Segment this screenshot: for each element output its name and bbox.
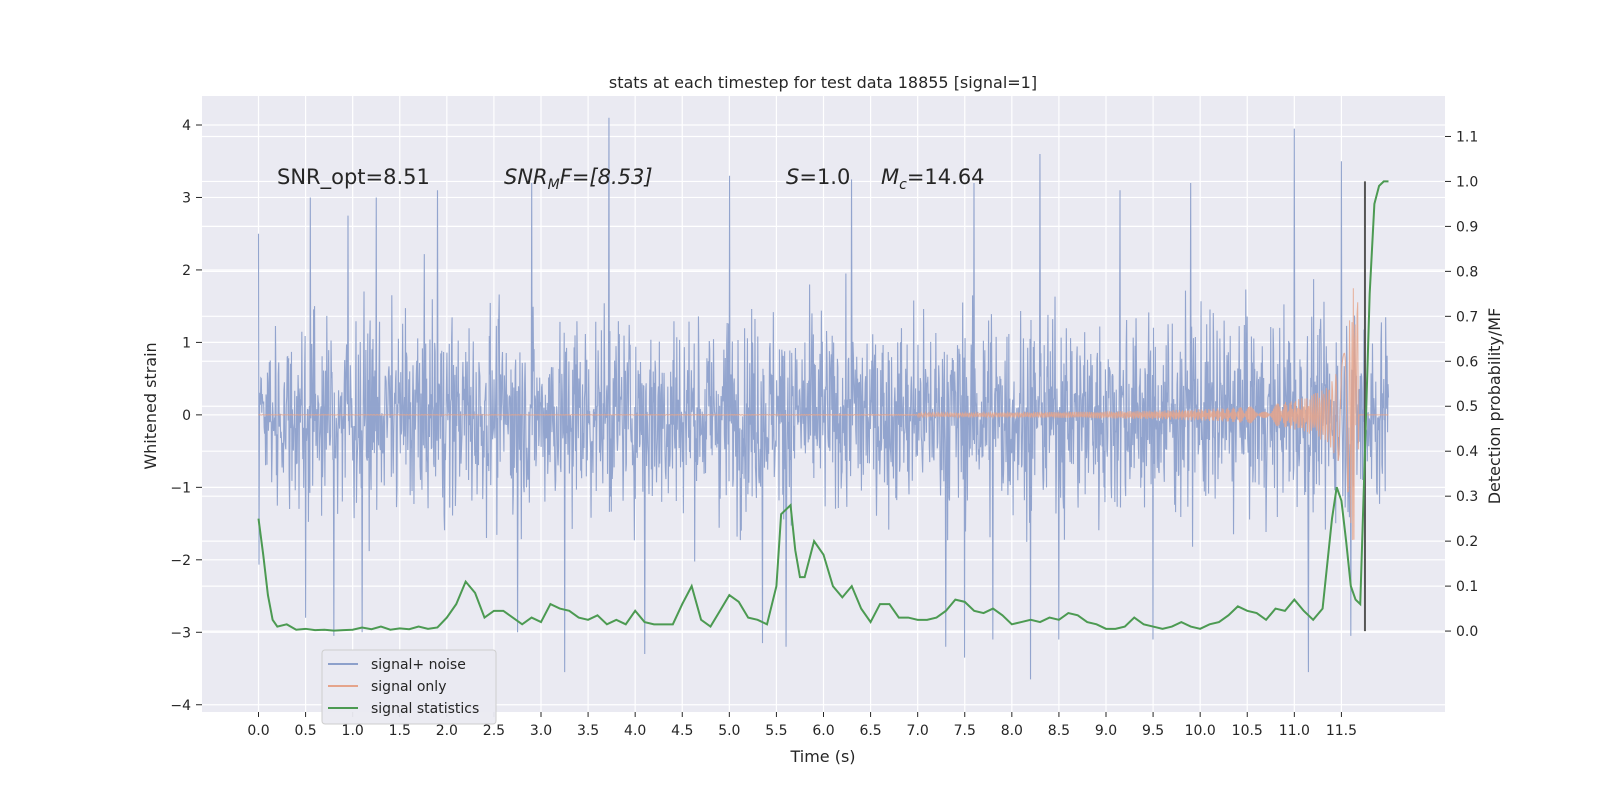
x-tick-label-17: 8.5 xyxy=(1048,723,1070,739)
signal-trace xyxy=(258,288,1389,541)
y2-tick-label-7: 0.4 xyxy=(1456,444,1478,460)
y2-tick-label-5: 0.6 xyxy=(1456,354,1478,370)
y-tick-label-4: 0 xyxy=(182,408,191,424)
x-tick-label-3: 1.5 xyxy=(389,723,411,739)
annotation-mc-rest: =14.64 xyxy=(907,165,985,189)
annotation-s-main: S xyxy=(786,165,799,189)
x-axis-ticks: 0.0 0.5 1.0 1.5 2.0 2.5 3.0 3.5 4.0 4.5 5.0 5.5 6.0 6… xyxy=(247,712,1357,739)
x-tick-label-6: 3.0 xyxy=(530,723,552,739)
legend-label-noise: signal+ noise xyxy=(371,657,466,673)
y-tick-label-1: 3 xyxy=(182,190,191,206)
y2-tick-label-0: 1.1 xyxy=(1456,129,1478,145)
y2-tick-label-11: 0.0 xyxy=(1456,624,1478,640)
y2-axis-ticks: 1.1 1.0 0.9 0.8 0.7 0.6 0.5 0.4 0.3 0.2 0.1 0.0 xyxy=(1445,129,1478,640)
x-tick-label-2: 1.0 xyxy=(342,723,364,739)
y2-axis-label: Detection probability/MF xyxy=(1485,308,1504,505)
x-tick-label-12: 6.0 xyxy=(812,723,834,739)
legend: signal+ noise signal only signal statist… xyxy=(321,649,497,725)
y-tick-label-3: 1 xyxy=(182,335,191,351)
y-tick-label-2: 2 xyxy=(182,263,191,279)
x-tick-label-1: 0.5 xyxy=(294,723,316,739)
annotation-snr-mf-main: SNR xyxy=(504,165,548,189)
series-signal-only xyxy=(258,288,1389,541)
annotation-mc-main: M xyxy=(881,165,899,189)
legend-label-stats: signal statistics xyxy=(371,701,479,717)
annotation-snr-mf: SNRMF=[8.53] xyxy=(504,165,653,193)
x-tick-label-5: 2.5 xyxy=(483,723,505,739)
x-tick-label-10: 5.0 xyxy=(718,723,740,739)
x-tick-label-20: 10.0 xyxy=(1185,723,1216,739)
y2-tick-label-8: 0.3 xyxy=(1456,489,1478,505)
x-tick-label-9: 4.5 xyxy=(671,723,693,739)
y-tick-label-7: −3 xyxy=(170,625,191,641)
y2-tick-label-1: 1.0 xyxy=(1456,174,1478,190)
annotation-mc: Mc=14.64 xyxy=(881,165,985,193)
chart-title: stats at each timestep for test data 188… xyxy=(609,73,1037,92)
x-axis-label: Time (s) xyxy=(789,747,855,766)
y2-tick-label-6: 0.5 xyxy=(1456,399,1478,415)
y-axis-ticks: 4 3 2 1 0 −1 −2 −3 −4 xyxy=(170,118,202,714)
x-tick-label-16: 8.0 xyxy=(1001,723,1023,739)
x-tick-label-11: 5.5 xyxy=(765,723,787,739)
series-signal-statistics xyxy=(257,180,1389,632)
x-tick-label-14: 7.0 xyxy=(907,723,929,739)
y-tick-label-0: 4 xyxy=(182,118,191,134)
stats-trace xyxy=(257,180,1389,632)
annotation-snr-mf-rest: F=[8.53] xyxy=(560,165,653,189)
y2-tick-label-9: 0.2 xyxy=(1456,534,1478,550)
x-tick-label-19: 9.5 xyxy=(1142,723,1164,739)
x-tick-label-13: 6.5 xyxy=(859,723,881,739)
legend-box xyxy=(321,649,497,725)
annotation-mc-sub: c xyxy=(899,177,907,193)
x-tick-label-4: 2.0 xyxy=(436,723,458,739)
y-axis-label: Whitened strain xyxy=(141,342,160,469)
y2-tick-label-4: 0.7 xyxy=(1456,309,1478,325)
x-tick-label-18: 9.0 xyxy=(1095,723,1117,739)
x-tick-label-21: 10.5 xyxy=(1232,723,1263,739)
y2-tick-label-3: 0.8 xyxy=(1456,264,1478,280)
x-tick-label-0: 0.0 xyxy=(247,723,269,739)
y-tick-label-6: −2 xyxy=(170,553,191,569)
y-tick-label-8: −4 xyxy=(170,698,191,714)
x-tick-label-23: 11.5 xyxy=(1326,723,1357,739)
annotation-snr-opt: SNR_opt=8.51 xyxy=(277,165,430,190)
x-tick-label-15: 7.5 xyxy=(954,723,976,739)
annotation-s-rest: =1.0 xyxy=(799,165,850,189)
annotation-s: S=1.0 xyxy=(786,165,850,189)
x-tick-label-7: 3.5 xyxy=(577,723,599,739)
y-tick-label-5: −1 xyxy=(170,480,191,496)
x-tick-label-22: 11.0 xyxy=(1279,723,1310,739)
annotation-snr-mf-sub: M xyxy=(548,177,560,193)
y2-tick-label-2: 0.9 xyxy=(1456,219,1478,235)
x-tick-label-8: 4.0 xyxy=(624,723,646,739)
legend-label-signal: signal only xyxy=(371,679,446,695)
y2-tick-label-10: 0.1 xyxy=(1456,579,1478,595)
